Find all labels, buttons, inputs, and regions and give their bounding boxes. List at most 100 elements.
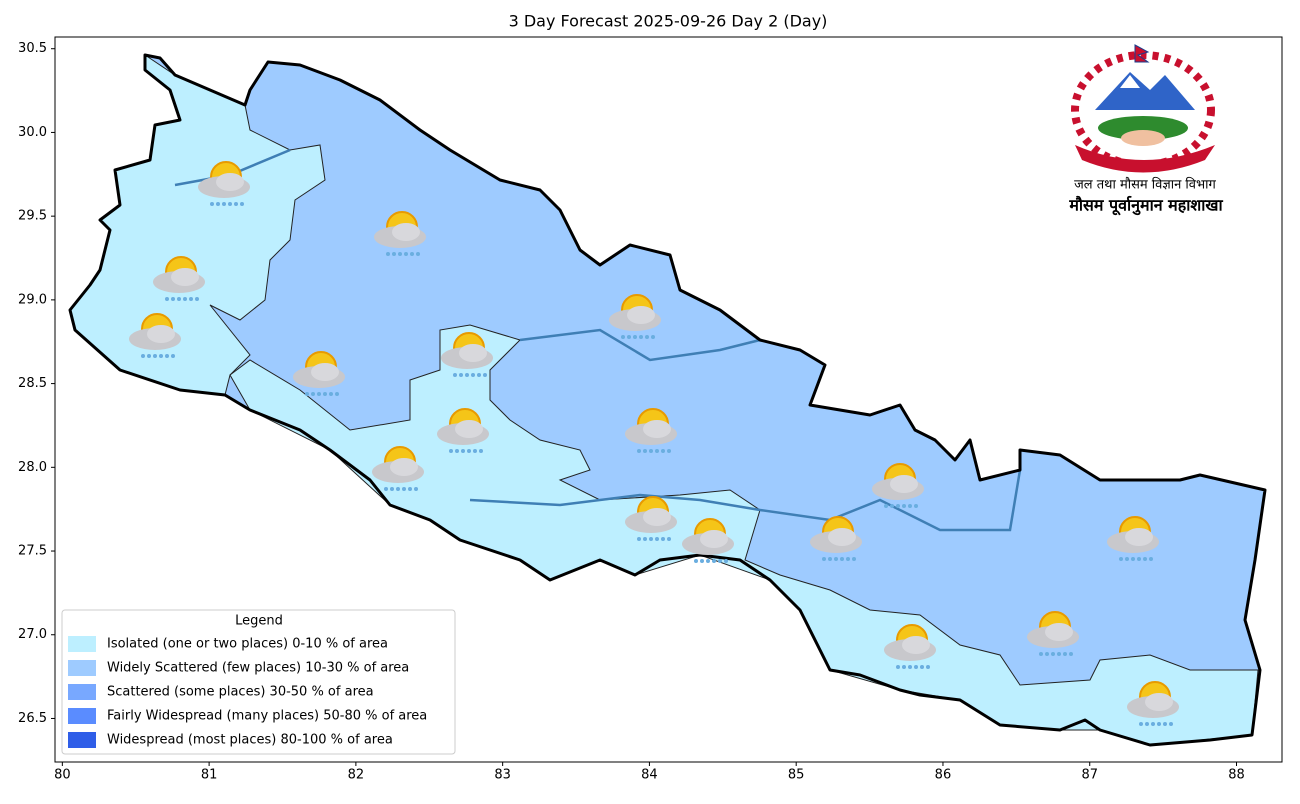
rain-drop bbox=[920, 665, 924, 669]
rain-drop bbox=[1131, 557, 1135, 561]
rain-drop bbox=[655, 537, 659, 541]
rain-drop bbox=[386, 252, 390, 256]
x-tick-label: 87 bbox=[1081, 768, 1098, 783]
weather-icon bbox=[153, 256, 205, 301]
rain-drop bbox=[908, 665, 912, 669]
rain-drop bbox=[171, 297, 175, 301]
cloud bbox=[1125, 528, 1153, 546]
rain-drop bbox=[159, 354, 163, 358]
rain-drop bbox=[651, 335, 655, 339]
cloud bbox=[890, 475, 918, 493]
cloud bbox=[392, 223, 420, 241]
legend: Legend Isolated (one or two places) 0-10… bbox=[61, 609, 456, 755]
y-tick-label: 29.5 bbox=[18, 209, 47, 224]
legend-swatch bbox=[68, 660, 96, 676]
rain-drop bbox=[840, 557, 844, 561]
rain-drop bbox=[852, 557, 856, 561]
rain-drop bbox=[305, 392, 309, 396]
rain-drop bbox=[700, 559, 704, 563]
rain-drop bbox=[465, 373, 469, 377]
rain-drop bbox=[1057, 652, 1061, 656]
weather-icon bbox=[609, 294, 661, 339]
weather-icon bbox=[1027, 611, 1079, 656]
rain-drop bbox=[908, 504, 912, 508]
rain-drop bbox=[724, 559, 728, 563]
rain-drop bbox=[645, 335, 649, 339]
rain-drop bbox=[189, 297, 193, 301]
cloud bbox=[700, 530, 728, 548]
rain-drop bbox=[712, 559, 716, 563]
rain-drop bbox=[390, 487, 394, 491]
rain-drop bbox=[323, 392, 327, 396]
rain-drop bbox=[1137, 557, 1141, 561]
rain-drop bbox=[828, 557, 832, 561]
rain-drop bbox=[890, 504, 894, 508]
rain-drop bbox=[884, 504, 888, 508]
rain-drop bbox=[667, 449, 671, 453]
weather-icon bbox=[293, 351, 345, 396]
cloud bbox=[643, 508, 671, 526]
rain-drop bbox=[396, 487, 400, 491]
rain-drop bbox=[408, 487, 412, 491]
x-tick-label: 81 bbox=[201, 768, 218, 783]
rain-drop bbox=[404, 252, 408, 256]
weather-icon bbox=[682, 518, 734, 563]
rain-drop bbox=[459, 373, 463, 377]
y-tick-label: 27.5 bbox=[18, 544, 47, 559]
rain-drop bbox=[483, 373, 487, 377]
cloud bbox=[643, 420, 671, 438]
rain-drop bbox=[165, 354, 169, 358]
rain-drop bbox=[706, 559, 710, 563]
rain-drop bbox=[177, 297, 181, 301]
rain-drop bbox=[392, 252, 396, 256]
rain-drop bbox=[1157, 722, 1161, 726]
rain-drop bbox=[718, 559, 722, 563]
map-title: 3 Day Forecast 2025-09-26 Day 2 (Day) bbox=[509, 12, 828, 31]
rain-drop bbox=[477, 373, 481, 377]
rain-drop bbox=[449, 449, 453, 453]
legend-swatch bbox=[68, 684, 96, 700]
rain-drop bbox=[384, 487, 388, 491]
y-tick-label: 26.5 bbox=[18, 711, 47, 726]
weather-icon bbox=[884, 624, 936, 669]
rain-drop bbox=[410, 252, 414, 256]
rain-drop bbox=[649, 449, 653, 453]
weather-icon bbox=[625, 496, 677, 541]
weather-icon bbox=[198, 161, 250, 206]
rain-drop bbox=[661, 537, 665, 541]
rain-drop bbox=[335, 392, 339, 396]
x-tick-label: 82 bbox=[348, 768, 365, 783]
rain-drop bbox=[228, 202, 232, 206]
rain-drop bbox=[329, 392, 333, 396]
rain-drop bbox=[240, 202, 244, 206]
x-tick-label: 83 bbox=[494, 768, 511, 783]
cloud bbox=[455, 420, 483, 438]
legend-label: Widely Scattered (few places) 10-30 % of… bbox=[107, 661, 409, 676]
rain-drop bbox=[1069, 652, 1073, 656]
rain-drop bbox=[1163, 722, 1167, 726]
rain-drop bbox=[195, 297, 199, 301]
x-tick-label: 86 bbox=[935, 768, 952, 783]
rain-drop bbox=[165, 297, 169, 301]
rain-drop bbox=[1143, 557, 1147, 561]
rain-drop bbox=[637, 449, 641, 453]
rain-drop bbox=[1051, 652, 1055, 656]
rain-drop bbox=[914, 504, 918, 508]
rain-drop bbox=[147, 354, 151, 358]
rain-drop bbox=[643, 537, 647, 541]
rain-drop bbox=[914, 665, 918, 669]
rain-drop bbox=[210, 202, 214, 206]
rain-drop bbox=[655, 449, 659, 453]
legend-swatch bbox=[68, 636, 96, 652]
weather-icon bbox=[129, 313, 181, 358]
rain-drop bbox=[627, 335, 631, 339]
rain-drop bbox=[402, 487, 406, 491]
cloud bbox=[1045, 623, 1073, 641]
weather-icon bbox=[1107, 516, 1159, 561]
rain-drop bbox=[471, 373, 475, 377]
weather-icon bbox=[1127, 681, 1179, 726]
weather-icon bbox=[441, 332, 493, 377]
rain-drop bbox=[461, 449, 465, 453]
legend-label: Scattered (some places) 30-50 % of area bbox=[107, 685, 374, 700]
